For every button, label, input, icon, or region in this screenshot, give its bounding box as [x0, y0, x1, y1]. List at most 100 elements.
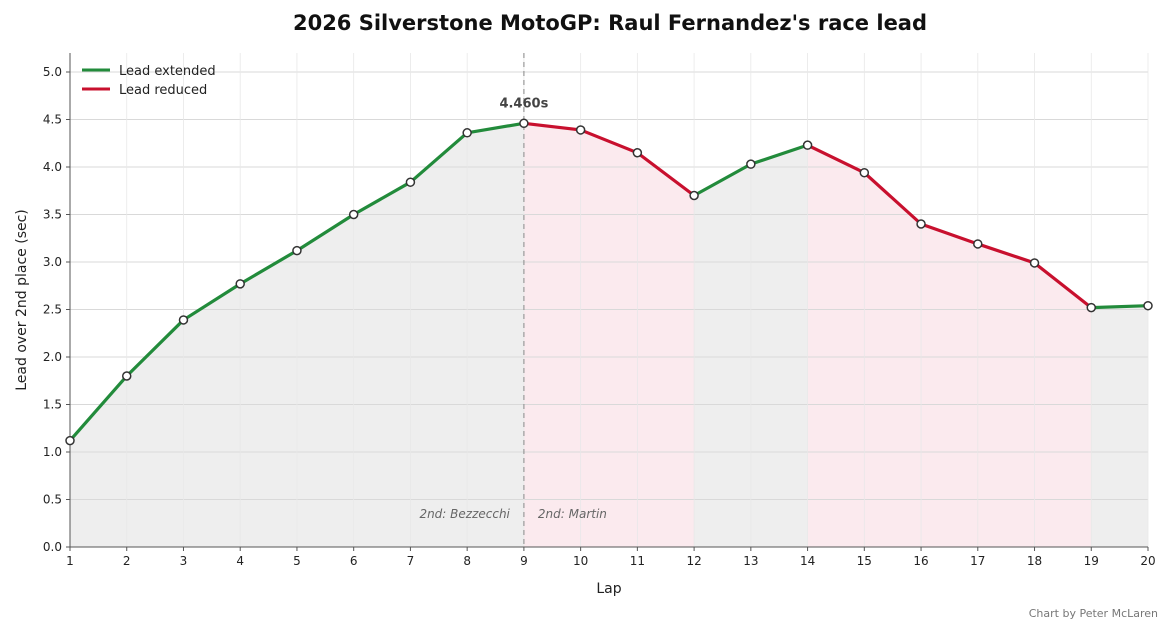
area-fill-segment: [410, 132, 468, 548]
area-fill-segment: [864, 172, 922, 547]
line-segment: [862, 171, 923, 226]
y-tick-label: 3.0: [43, 255, 62, 269]
x-tick-label: 1: [66, 554, 74, 568]
x-tick-label: 6: [350, 554, 358, 568]
line-segment: [68, 374, 129, 443]
data-point: [65, 435, 75, 446]
x-tick-label: 4: [236, 554, 244, 568]
line-segment: [579, 128, 639, 155]
line-segment: [919, 222, 980, 246]
data-point: [689, 190, 699, 201]
y-tick-label: 3.5: [43, 208, 62, 222]
chart-credit: Chart by Peter McLaren: [1029, 607, 1158, 620]
line-segment: [635, 151, 696, 198]
x-axis-label: Lap: [596, 581, 621, 597]
data-point: [632, 148, 643, 158]
data-point: [462, 128, 472, 138]
x-tick-label: 17: [970, 554, 985, 568]
data-point: [575, 125, 586, 135]
area-fill-segment: [694, 164, 751, 547]
x-tick-label: 3: [180, 554, 188, 568]
data-point: [519, 118, 529, 129]
data-points: [65, 118, 1153, 446]
y-tick-label: 5.0: [43, 65, 62, 79]
x-tick-label: 5: [293, 554, 301, 568]
x-tick-label: 9: [520, 554, 528, 568]
area-fill-segment: [750, 145, 808, 547]
y-tick-label: 1.5: [43, 398, 62, 412]
y-tick-label: 0.0: [43, 540, 62, 554]
legend-label-reduced: Lead reduced: [119, 83, 207, 98]
area-fill-segment: [353, 182, 411, 547]
x-tick-label: 16: [913, 554, 928, 568]
area-fill-segment: [1091, 305, 1148, 547]
line-segment: [352, 180, 413, 217]
data-point: [348, 209, 359, 220]
area-fill-segment: [921, 224, 978, 547]
x-tick-label: 12: [686, 554, 701, 568]
x-tick-label: 2: [123, 554, 131, 568]
area-fill-segment: [183, 283, 241, 547]
line-segment: [692, 162, 753, 198]
data-point: [292, 245, 302, 256]
y-tick-label: 2.0: [43, 350, 62, 364]
line-segment: [1089, 304, 1150, 310]
x-tick-label: 10: [573, 554, 588, 568]
data-point: [916, 219, 926, 229]
data-point: [802, 140, 813, 150]
line-segment: [805, 143, 866, 175]
data-point: [1029, 258, 1040, 268]
area-fill-segment: [70, 376, 127, 547]
legend-label-extended: Lead extended: [119, 64, 216, 79]
x-tick-label: 7: [407, 554, 415, 568]
y-tick-label: 4.0: [43, 160, 62, 174]
line-segment: [522, 121, 583, 132]
y-tick-label: 2.5: [43, 303, 62, 317]
area-fill-segment: [240, 250, 297, 547]
data-point: [235, 279, 245, 289]
area-fill-segment: [126, 319, 184, 547]
line-segment: [408, 131, 469, 184]
annotation-second-martin: 2nd: Martin: [538, 507, 607, 521]
x-tick-label: 19: [1084, 554, 1099, 568]
line-segment: [976, 242, 1037, 265]
x-tick-label: 13: [743, 554, 758, 568]
line-segment: [749, 143, 810, 166]
peak-label: 4.460s: [499, 96, 548, 111]
line-segment: [295, 212, 356, 253]
x-tick-label: 15: [857, 554, 872, 568]
axes: [66, 53, 1149, 551]
data-point: [405, 177, 416, 187]
area-fill-segment: [523, 123, 581, 548]
y-tick-label: 4.5: [43, 113, 62, 127]
data-point: [1086, 302, 1097, 313]
data-point: [1143, 300, 1153, 311]
data-point: [178, 315, 189, 325]
line-segment: [1032, 261, 1093, 310]
x-tick-label: 11: [630, 554, 645, 568]
area-fills: [70, 123, 1148, 548]
line-segments: [68, 121, 1150, 443]
x-tick-label: 14: [800, 554, 815, 568]
x-tick-label: 20: [1140, 554, 1155, 568]
y-axis-label: Lead over 2nd place (sec): [14, 209, 30, 391]
y-tick-label: 0.5: [43, 493, 62, 507]
line-segment: [125, 318, 186, 378]
x-tick-label: 18: [1027, 554, 1042, 568]
area-fill-segment: [580, 129, 638, 547]
data-point: [973, 239, 983, 249]
line-segment: [238, 249, 299, 286]
area-fill-segment: [807, 145, 865, 547]
area-fill-segment: [977, 243, 1035, 547]
area-fill-segment: [296, 214, 354, 547]
line-segment: [181, 282, 242, 322]
data-point: [859, 167, 870, 178]
x-tick-label: 8: [463, 554, 471, 568]
legend: Lead extended Lead reduced: [82, 64, 216, 98]
line-segment: [465, 121, 526, 135]
chart-title: 2026 Silverstone MotoGP: Raul Fernandez'…: [293, 11, 927, 35]
area-fill-segment: [467, 123, 524, 548]
data-point: [746, 159, 756, 169]
tick-labels: 0.00.51.01.52.02.53.03.54.04.55.01 2 3 4 5 6 7…: [43, 65, 1156, 568]
